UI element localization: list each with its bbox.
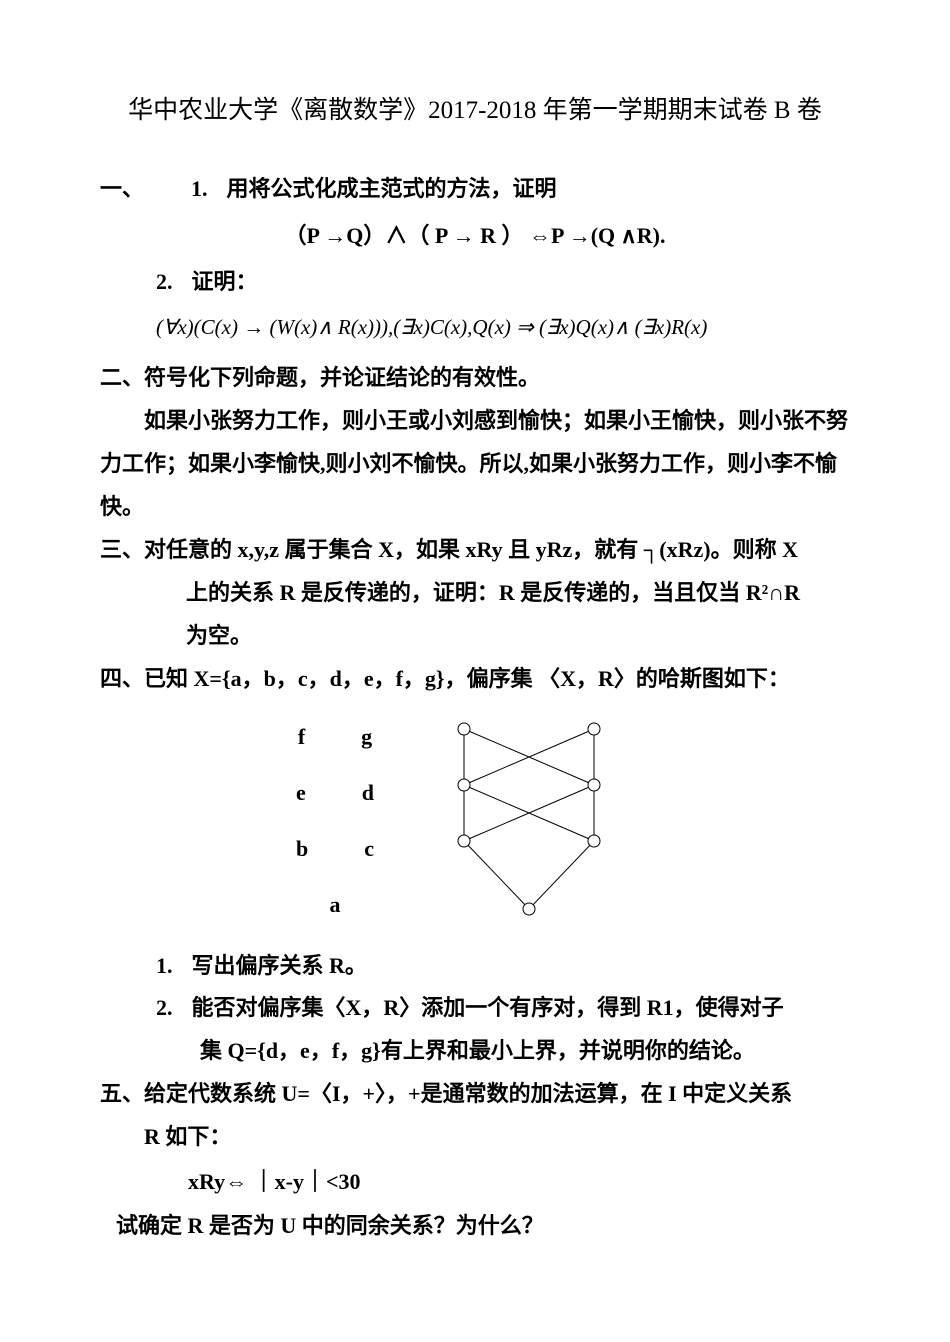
hasse-node-a bbox=[523, 903, 535, 915]
q1-sub2-text: 证明： bbox=[192, 269, 258, 294]
lbl-g: g bbox=[361, 716, 372, 758]
q1-sub2-formula: (∀x)(C(x) → (W(x)∧ R(x))),(∃x)C(x),Q(x) … bbox=[100, 308, 850, 348]
hasse-node-e bbox=[458, 779, 470, 791]
q5-l2: R 如下： bbox=[100, 1116, 850, 1159]
q1-sub1-text: 用将公式化成主范式的方法，证明 bbox=[227, 176, 557, 201]
hasse-node-b bbox=[458, 835, 470, 847]
q4: 四、已知 X={a，b，c，d，e，f，g}，偏序集 〈X，R〉的哈斯图如下： … bbox=[100, 658, 850, 1074]
q5-formula: xRy⇔ ｜x-y｜<30 bbox=[100, 1161, 850, 1203]
page-title: 华中农业大学《离散数学》2017-2018 年第一学期期末试卷 B 卷 bbox=[100, 90, 850, 126]
q5: 五、给定代数系统 U=〈I，+〉，+是通常数的加法运算，在 I 中定义关系 R … bbox=[100, 1073, 850, 1247]
q3-hdr: 三、 bbox=[100, 537, 144, 562]
q4-item2-num: 2. bbox=[156, 995, 173, 1020]
lbl-b: b bbox=[296, 828, 308, 870]
q5-l3: 试确定 R 是否为 U 中的同余关系？为什么？ bbox=[100, 1205, 850, 1248]
q1-sub2-num: 2. bbox=[156, 269, 173, 294]
hasse-labels: f g e d b c a bbox=[296, 709, 374, 933]
q4-item2-l1: 能否对偏序集〈X，R〉添加一个有序对，得到 R1，使得对子 bbox=[192, 995, 784, 1020]
lbl-e: e bbox=[296, 772, 306, 814]
lbl-a: a bbox=[329, 884, 340, 926]
q4-item2-l2: 集 Q={d，e，f，g}有上界和最小上界，并说明你的结论。 bbox=[200, 1038, 755, 1063]
hasse-node-g bbox=[588, 723, 600, 735]
q4-item1-num: 1. bbox=[156, 953, 173, 978]
hasse-node-c bbox=[588, 835, 600, 847]
q3-l1: 对任意的 x,y,z 属于集合 X，如果 xRy 且 yRz，就有 ┐(xRz)… bbox=[144, 537, 798, 562]
lbl-c: c bbox=[364, 828, 374, 870]
hasse-diagram bbox=[404, 709, 654, 933]
lbl-d: d bbox=[362, 772, 374, 814]
hasse-edge bbox=[464, 841, 529, 909]
hasse-edge bbox=[529, 841, 594, 909]
hasse-node-d bbox=[588, 779, 600, 791]
q3-l2: 上的关系 R 是反传递的，证明：R 是反传递的，当且仅当 R²∩R bbox=[100, 572, 850, 615]
q2: 二、符号化下列命题，并论证结论的有效性。 如果小张努力工作，则小王或小刘感到愉快… bbox=[100, 357, 850, 529]
q1-sub1-formula: （P →Q）∧（ P → R ） ⇔P →(Q ∧R). bbox=[100, 215, 850, 257]
lbl-f: f bbox=[298, 716, 305, 758]
q5-hdr: 五、 bbox=[100, 1081, 144, 1106]
hasse-figure: f g e d b c a bbox=[100, 709, 850, 933]
q1-sub1-num: 1. bbox=[191, 176, 208, 201]
q5-l1: 给定代数系统 U=〈I，+〉，+是通常数的加法运算，在 I 中定义关系 bbox=[144, 1081, 792, 1106]
q1: 一、 1. 用将公式化成主范式的方法，证明 （P →Q）∧（ P → R ） ⇔… bbox=[100, 168, 850, 347]
q2-hdr: 二、符号化下列命题，并论证结论的有效性。 bbox=[100, 357, 850, 400]
q4-item1-text: 写出偏序关系 R。 bbox=[192, 953, 367, 978]
hasse-node-f bbox=[458, 723, 470, 735]
q3: 三、对任意的 x,y,z 属于集合 X，如果 xRy 且 yRz，就有 ┐(xR… bbox=[100, 529, 850, 658]
q2-para: 如果小张努力工作，则小王或小刘感到愉快；如果小王愉快，则小张不努力工作；如果小李… bbox=[100, 400, 850, 529]
q1-hdr: 一、 bbox=[100, 176, 144, 201]
q3-l3: 为空。 bbox=[100, 615, 850, 658]
q4-hdr: 四、已知 X={a，b，c，d，e，f，g}，偏序集 〈X，R〉的哈斯图如下： bbox=[100, 658, 850, 701]
